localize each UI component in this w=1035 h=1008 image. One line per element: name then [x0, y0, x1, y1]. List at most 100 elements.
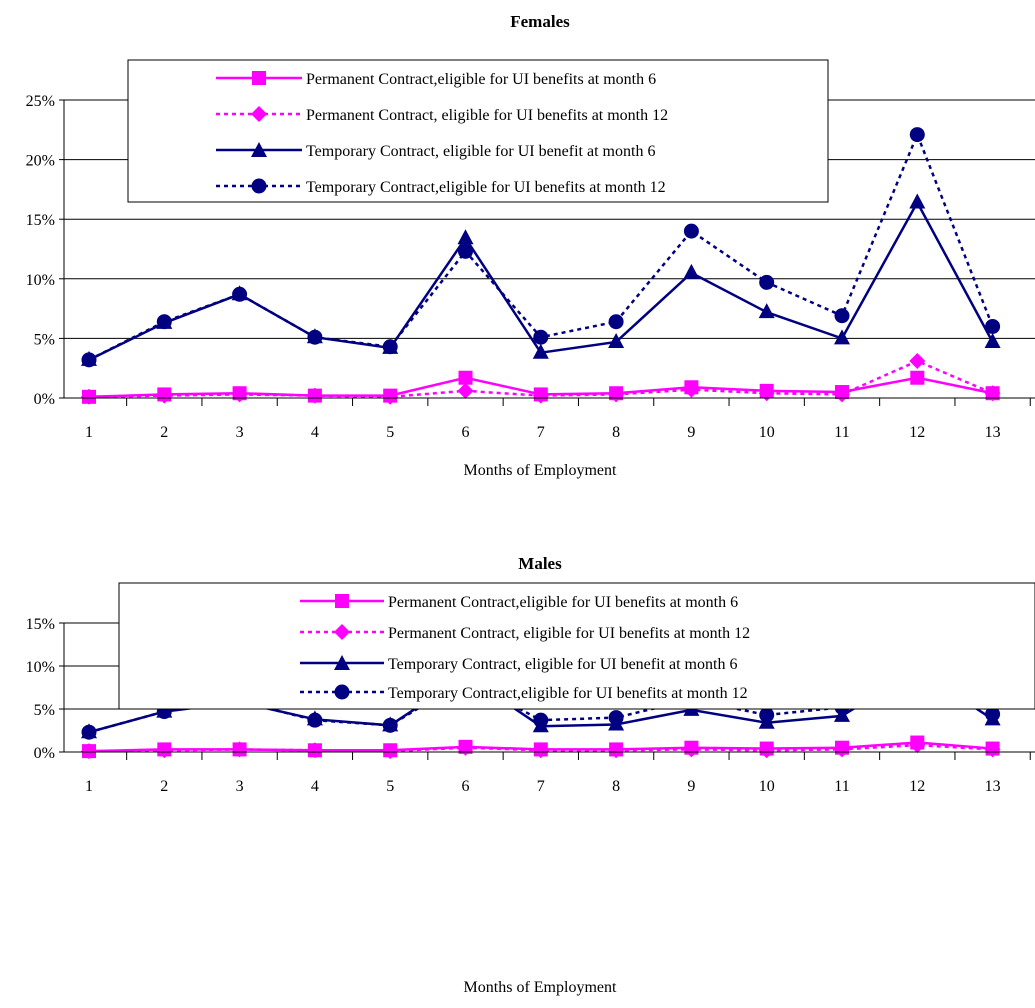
y-tick-label: 20%: [26, 153, 55, 170]
data-point-circle: [81, 352, 97, 368]
chart-title: Males: [518, 554, 562, 573]
data-point-diamond: [306, 742, 323, 759]
legend-label: Temporary Contract, eligible for UI bene…: [306, 143, 655, 160]
legend-entry: Permanent Contract,eligible for UI benef…: [216, 71, 656, 88]
x-tick-label: 7: [537, 424, 545, 441]
legend-entry: Temporary Contract,eligible for UI benef…: [216, 178, 666, 196]
data-point-triangle: [758, 303, 775, 319]
legend: Permanent Contract,eligible for UI benef…: [127, 59, 829, 203]
y-tick-label: 10%: [26, 659, 55, 676]
x-tick-label: 11: [834, 424, 849, 441]
x-tick-label: 13: [985, 424, 1001, 441]
data-point-circle: [533, 712, 549, 728]
data-point-triangle: [532, 343, 549, 359]
data-point-diamond: [532, 742, 549, 759]
data-point-triangle: [457, 229, 474, 245]
males-chart: Males 0%5%10%15%1 2 3 4 5 6 7 8 9 10 11 12 13 Months…: [26, 554, 1035, 996]
data-point-diamond: [909, 353, 926, 370]
legend-marker-diamond: [334, 624, 350, 640]
data-point-diamond: [909, 737, 926, 754]
x-tick-label: 2: [160, 778, 168, 795]
data-point-circle: [533, 329, 549, 345]
series-lines: [81, 127, 1001, 405]
chart-title: Females: [510, 12, 570, 31]
data-point-diamond: [156, 387, 173, 404]
x-tick-label: 8: [612, 424, 620, 441]
data-point-circle: [307, 329, 323, 345]
legend-marker-triangle: [251, 142, 267, 157]
data-point-diamond: [608, 742, 625, 759]
x-axis-label: Months of Employment: [464, 979, 617, 996]
x-axis-label: Months of Employment: [464, 462, 617, 479]
legend-marker-square: [252, 71, 266, 85]
data-point-diamond: [984, 385, 1001, 402]
data-point-circle: [759, 274, 775, 290]
legend-entry: Temporary Contract,eligible for UI benef…: [300, 684, 748, 702]
data-point-circle: [81, 724, 97, 740]
data-point-diamond: [81, 388, 97, 405]
x-tick-label: 2: [160, 424, 168, 441]
x-tick-label: 4: [311, 778, 319, 795]
x-tick-label: 3: [236, 424, 244, 441]
data-point-diamond: [457, 382, 474, 399]
x-tick-label: 13: [985, 778, 1001, 795]
x-tick-label: 9: [687, 424, 695, 441]
data-point-circle: [683, 223, 699, 239]
y-tick-label: 5%: [34, 702, 55, 719]
legend-marker-circle: [334, 684, 350, 700]
legend-label: Permanent Contract,eligible for UI benef…: [388, 594, 738, 611]
legend-label: Temporary Contract,eligible for UI benef…: [306, 179, 666, 196]
data-point-diamond: [532, 387, 549, 404]
legend-entry: Temporary Contract, eligible for UI bene…: [300, 655, 737, 673]
legend-entry: Permanent Contract,eligible for UI benef…: [300, 594, 738, 611]
data-point-diamond: [683, 381, 700, 398]
data-point-triangle: [834, 329, 850, 345]
legend-label: Permanent Contract, eligible for UI bene…: [306, 107, 668, 124]
x-tick-label: 1: [85, 778, 93, 795]
x-tick-label: 3: [236, 778, 244, 795]
y-tick-label: 0%: [34, 745, 55, 762]
axes: 0%5%10%15%1 2 3 4 5 6 7 8 9 10 11 12 13: [26, 616, 1035, 795]
data-point-circle: [759, 707, 775, 723]
data-point-diamond: [758, 742, 775, 759]
data-point-diamond: [81, 743, 97, 760]
data-point-diamond: [834, 741, 850, 758]
y-tick-label: 10%: [26, 272, 55, 289]
data-point-diamond: [306, 387, 323, 404]
x-tick-label: 5: [386, 778, 394, 795]
data-point-circle: [608, 314, 624, 330]
data-point-circle: [382, 717, 398, 733]
x-tick-label: 10: [759, 778, 775, 795]
data-point-square: [910, 370, 925, 385]
data-point-diamond: [382, 388, 399, 405]
x-tick-label: 6: [462, 778, 470, 795]
legend-entry: Permanent Contract, eligible for UI bene…: [300, 624, 750, 642]
x-tick-label: 11: [834, 778, 849, 795]
axes: 0%5%10%15%20%25%1 2 3 4 5 6 7 8 9 10 11 12 13: [26, 93, 1035, 441]
females-chart: Females 0%5%10%15%20%25%1 2 3 4 5 6 7 8 9 10 11 12 1…: [26, 12, 1035, 479]
y-tick-label: 15%: [26, 616, 55, 633]
legend-label: Permanent Contract,eligible for UI benef…: [306, 71, 656, 88]
data-point-circle: [307, 712, 323, 728]
data-point-diamond: [156, 742, 173, 759]
data-point-circle: [382, 339, 398, 355]
legend-marker-circle: [251, 178, 267, 194]
data-point-triangle: [909, 193, 926, 209]
data-point-triangle: [608, 332, 625, 348]
legend-marker-square: [335, 594, 349, 608]
legend-label: Temporary Contract, eligible for UI bene…: [388, 656, 737, 673]
x-tick-label: 7: [537, 778, 545, 795]
y-tick-label: 25%: [26, 93, 55, 110]
x-tick-label: 12: [909, 778, 925, 795]
x-tick-label: 8: [612, 778, 620, 795]
data-point-diamond: [984, 741, 1001, 758]
x-tick-label: 12: [909, 424, 925, 441]
legend-marker-diamond: [251, 106, 267, 122]
data-point-triangle: [984, 332, 1001, 348]
data-point-diamond: [758, 385, 775, 402]
data-point-circle: [909, 127, 925, 143]
x-tick-label: 1: [85, 424, 93, 441]
data-point-circle: [458, 243, 473, 259]
legend-label: Permanent Contract, eligible for UI bene…: [388, 625, 750, 642]
